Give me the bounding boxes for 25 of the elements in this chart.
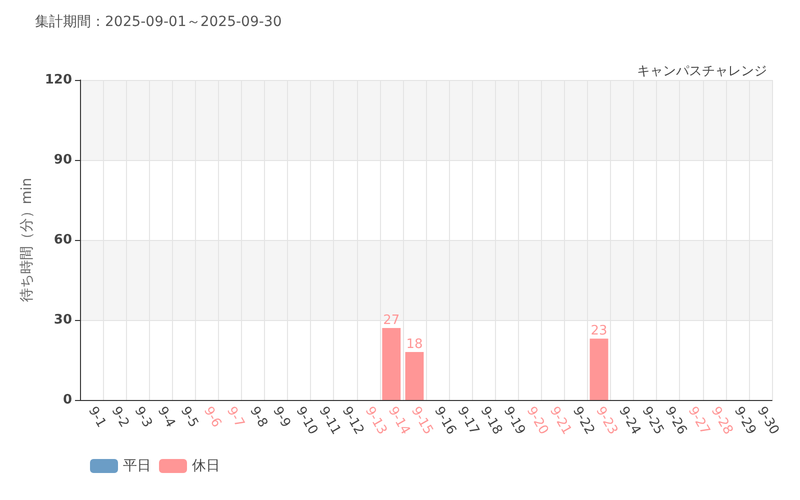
chart-title: 集計期間：2025-09-01～2025-09-30 — [35, 14, 282, 30]
chart-subtitle: キャンパスチャレンジ — [637, 64, 767, 79]
data-label: 27 — [383, 313, 400, 328]
y-tick-label: 30 — [54, 312, 72, 328]
x-tick-label: 9-3 — [131, 404, 155, 430]
y-tick-label: 90 — [54, 152, 72, 168]
x-tick-label: 9-4 — [154, 404, 178, 430]
y-tick-label: 120 — [44, 72, 72, 88]
legend-label: 平日 — [123, 458, 151, 474]
legend-label: 休日 — [192, 458, 220, 474]
x-tick-label: 9-8 — [246, 404, 270, 430]
y-tick-label: 0 — [62, 392, 72, 408]
data-label: 23 — [590, 324, 608, 339]
data-label: 18 — [406, 337, 423, 352]
bar — [405, 352, 424, 400]
x-tick-label: 9-2 — [108, 404, 132, 430]
bar — [590, 338, 608, 400]
x-tick-label: 9-7 — [223, 404, 248, 430]
x-tick-label: 9-6 — [200, 404, 224, 430]
x-tick-label: 9-5 — [177, 404, 201, 430]
x-tick-label: 9-9 — [270, 404, 294, 430]
y-axis-title: 待ち時間（分）min — [18, 178, 35, 302]
y-tick-label: 60 — [54, 232, 72, 248]
bar — [382, 328, 401, 400]
x-tick-label: 9-1 — [85, 404, 109, 430]
